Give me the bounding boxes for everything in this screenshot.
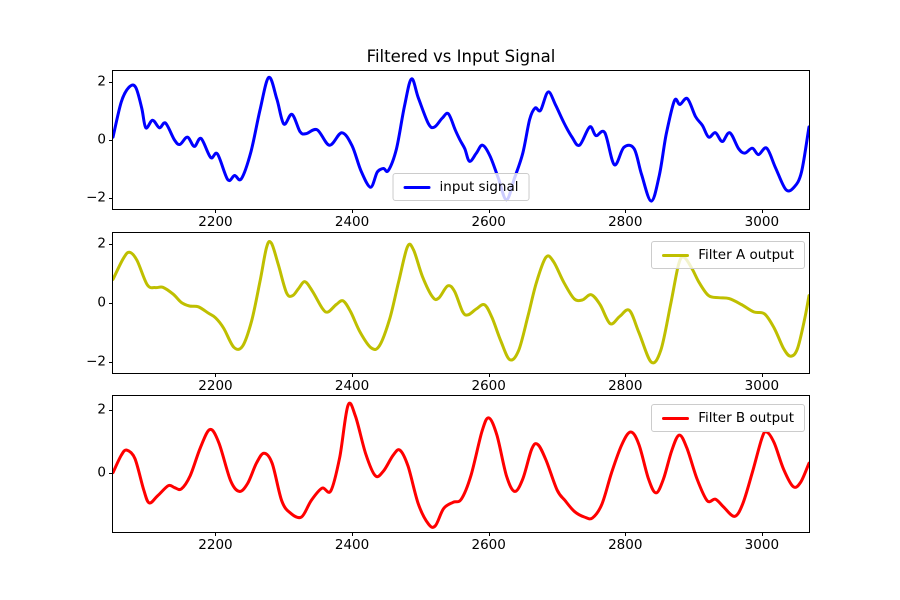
y-tick-label: −2 (86, 353, 106, 370)
x-tick-mark (625, 532, 627, 536)
legend-label-filter-a: Filter A output (698, 247, 794, 263)
x-tick-label: 2400 (334, 537, 370, 553)
x-tick-label: 2200 (198, 214, 233, 230)
x-tick-label: 2400 (334, 214, 370, 230)
x-tick-label: 3000 (744, 214, 780, 230)
y-tick-mark (109, 243, 113, 245)
x-tick-mark (215, 373, 217, 377)
x-tick-label: 2200 (198, 378, 233, 394)
x-tick-label: 3000 (744, 378, 780, 394)
input-signal-line (113, 75, 809, 203)
input-signal-plot (113, 75, 809, 203)
y-tick-mark (109, 140, 113, 141)
x-tick-mark (625, 209, 627, 213)
y-tick-mark (109, 410, 113, 412)
x-tick-mark (352, 209, 354, 213)
filter-b-plot (113, 401, 809, 529)
legend-label-input: input signal (439, 179, 519, 195)
y-tick-mark (109, 81, 113, 83)
y-tick-label: 0 (97, 294, 106, 311)
x-tick-mark (761, 209, 763, 213)
legend-line-sample-filter-b (662, 416, 690, 420)
y-tick-label: 2 (97, 73, 106, 90)
x-tick-mark (625, 373, 627, 377)
y-tick-mark (109, 362, 113, 364)
y-tick-mark (109, 472, 113, 474)
x-tick-label: 2800 (608, 214, 643, 230)
y-tick-mark (109, 303, 113, 304)
x-tick-label: 2800 (608, 378, 643, 394)
x-tick-mark (215, 209, 217, 213)
subplot-input-signal: input signal 2200 2400 2600 2800 3000 2 0 −2 (86, 70, 810, 230)
y-tick-label: 2 (97, 401, 106, 418)
x-tick-label: 2600 (471, 537, 506, 553)
legend-filter-a: Filter A output (651, 241, 805, 269)
subplot-filter-a: Filter A output 2200 2400 2600 2800 3000 2 0 −2 (86, 232, 810, 394)
y-tick-label: −2 (86, 189, 106, 206)
x-tick-label: 2600 (471, 214, 506, 230)
x-tick-mark (488, 209, 490, 213)
x-tick-mark (761, 373, 763, 377)
filter-b-output-line (113, 401, 809, 529)
x-tick-mark (215, 532, 217, 536)
legend-input-signal: input signal (392, 173, 530, 201)
legend-filter-b: Filter B output (651, 404, 805, 432)
x-tick-label: 2800 (608, 537, 643, 553)
legend-line-sample-filter-a (662, 253, 690, 257)
y-tick-label: 0 (97, 464, 106, 481)
x-tick-label: 2400 (334, 378, 370, 394)
legend-label-filter-b: Filter B output (698, 410, 794, 426)
y-tick-label: 2 (97, 235, 106, 252)
x-tick-label: 2600 (471, 378, 506, 394)
x-tick-label: 3000 (744, 537, 780, 553)
x-tick-mark (488, 373, 490, 377)
y-tick-mark (109, 198, 113, 200)
x-tick-mark (761, 532, 763, 536)
x-tick-mark (488, 532, 490, 536)
subplot-filter-b: Filter B output 2200 2400 2600 2800 3000 2 0 (97, 395, 810, 553)
y-tick-label: 0 (97, 131, 106, 148)
x-tick-mark (352, 532, 354, 536)
legend-line-sample-input (403, 185, 431, 189)
x-tick-label: 2200 (198, 537, 233, 553)
x-tick-mark (352, 373, 354, 377)
chart-title: Filtered vs Input Signal (366, 47, 556, 66)
